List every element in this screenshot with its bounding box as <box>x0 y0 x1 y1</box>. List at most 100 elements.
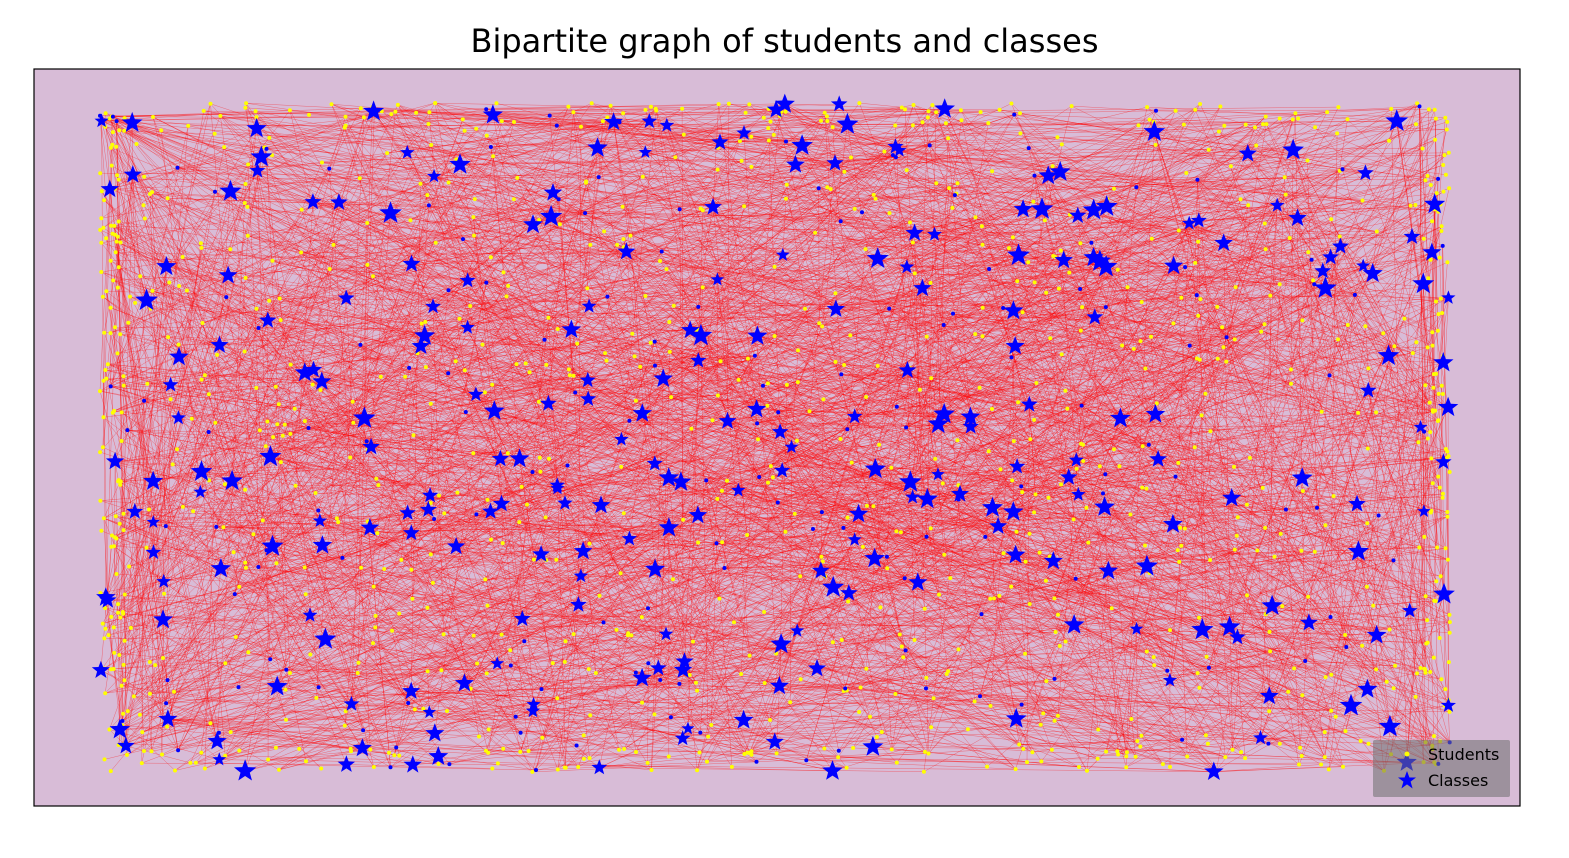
class-node <box>978 694 982 699</box>
class-node <box>403 524 420 541</box>
student-node <box>950 205 955 210</box>
student-node <box>928 280 933 285</box>
student-node <box>1033 492 1038 497</box>
student-node <box>697 750 702 755</box>
class-node <box>658 626 674 641</box>
class-node <box>105 451 125 470</box>
class-node <box>250 145 273 167</box>
student-node <box>519 484 524 489</box>
student-node <box>1176 228 1181 233</box>
student-node <box>348 455 353 460</box>
student-node <box>527 370 532 375</box>
class-node <box>447 536 466 555</box>
student-node <box>846 599 851 604</box>
student-node <box>1010 235 1015 240</box>
class-node <box>1422 429 1427 434</box>
class-node <box>641 113 658 128</box>
class-node <box>903 648 908 653</box>
class-node <box>1005 544 1026 564</box>
student-node <box>700 285 705 290</box>
student-node <box>1440 491 1445 496</box>
student-node <box>864 395 869 399</box>
student-node <box>563 639 568 644</box>
student-node <box>475 661 480 666</box>
student-node <box>1425 618 1430 623</box>
student-node <box>871 504 876 509</box>
class-node <box>731 482 746 497</box>
class-node <box>1007 243 1030 266</box>
student-node <box>1056 612 1060 617</box>
student-node <box>445 709 449 713</box>
student-node <box>111 625 116 630</box>
student-node <box>706 734 711 739</box>
student-node <box>839 638 844 642</box>
student-node <box>523 361 528 366</box>
class-node <box>135 288 158 311</box>
student-node <box>1047 554 1052 559</box>
student-node <box>784 382 789 387</box>
student-node <box>139 761 144 766</box>
student-node <box>1115 267 1120 272</box>
student-node <box>215 352 220 357</box>
class-node <box>747 325 768 345</box>
student-node <box>284 717 288 722</box>
student-node <box>774 651 779 656</box>
student-node <box>1198 102 1203 106</box>
class-node <box>312 535 333 554</box>
student-node <box>1263 525 1268 530</box>
class-node <box>927 143 932 148</box>
student-node <box>1277 741 1282 746</box>
student-node <box>293 483 298 488</box>
class-node <box>284 667 289 672</box>
student-node <box>98 450 103 455</box>
class-node <box>1143 120 1166 141</box>
student-node <box>460 117 465 122</box>
class-node <box>316 508 321 513</box>
student-node <box>878 605 883 610</box>
student-node <box>121 662 126 667</box>
student-node <box>639 615 644 620</box>
class-node <box>822 760 843 780</box>
class-node <box>652 339 657 344</box>
student-node <box>715 496 720 501</box>
student-node <box>1262 221 1267 226</box>
student-node <box>638 364 643 369</box>
student-node <box>191 509 196 514</box>
student-node <box>588 242 593 247</box>
student-node <box>99 240 104 245</box>
class-node <box>1163 513 1183 533</box>
class-node <box>924 534 929 539</box>
student-node <box>1343 633 1348 637</box>
student-node <box>1168 628 1172 633</box>
student-node <box>1425 173 1430 178</box>
student-node <box>319 766 324 771</box>
class-node <box>547 113 552 118</box>
class-node <box>461 237 465 242</box>
class-node <box>294 362 315 382</box>
student-node <box>807 409 812 414</box>
class-node <box>887 306 892 311</box>
student-node <box>747 102 752 107</box>
student-node <box>579 124 583 129</box>
student-node <box>868 714 872 719</box>
student-node <box>128 294 132 299</box>
class-node <box>1003 501 1024 521</box>
student-node <box>1069 104 1074 109</box>
student-node <box>671 303 676 308</box>
student-node <box>297 746 302 751</box>
student-node <box>765 381 770 386</box>
student-node <box>893 692 898 696</box>
student-node <box>278 318 283 323</box>
class-node <box>866 247 889 268</box>
student-node <box>743 110 748 115</box>
class-node <box>690 352 707 368</box>
student-node <box>1433 116 1438 121</box>
legend-item-students: Students <box>1373 742 1510 766</box>
student-node <box>142 749 146 753</box>
student-node <box>885 566 890 571</box>
class-node <box>681 320 700 339</box>
student-node <box>725 478 729 483</box>
class-node <box>747 399 767 418</box>
student-node <box>1445 510 1450 514</box>
student-node <box>1145 105 1150 110</box>
